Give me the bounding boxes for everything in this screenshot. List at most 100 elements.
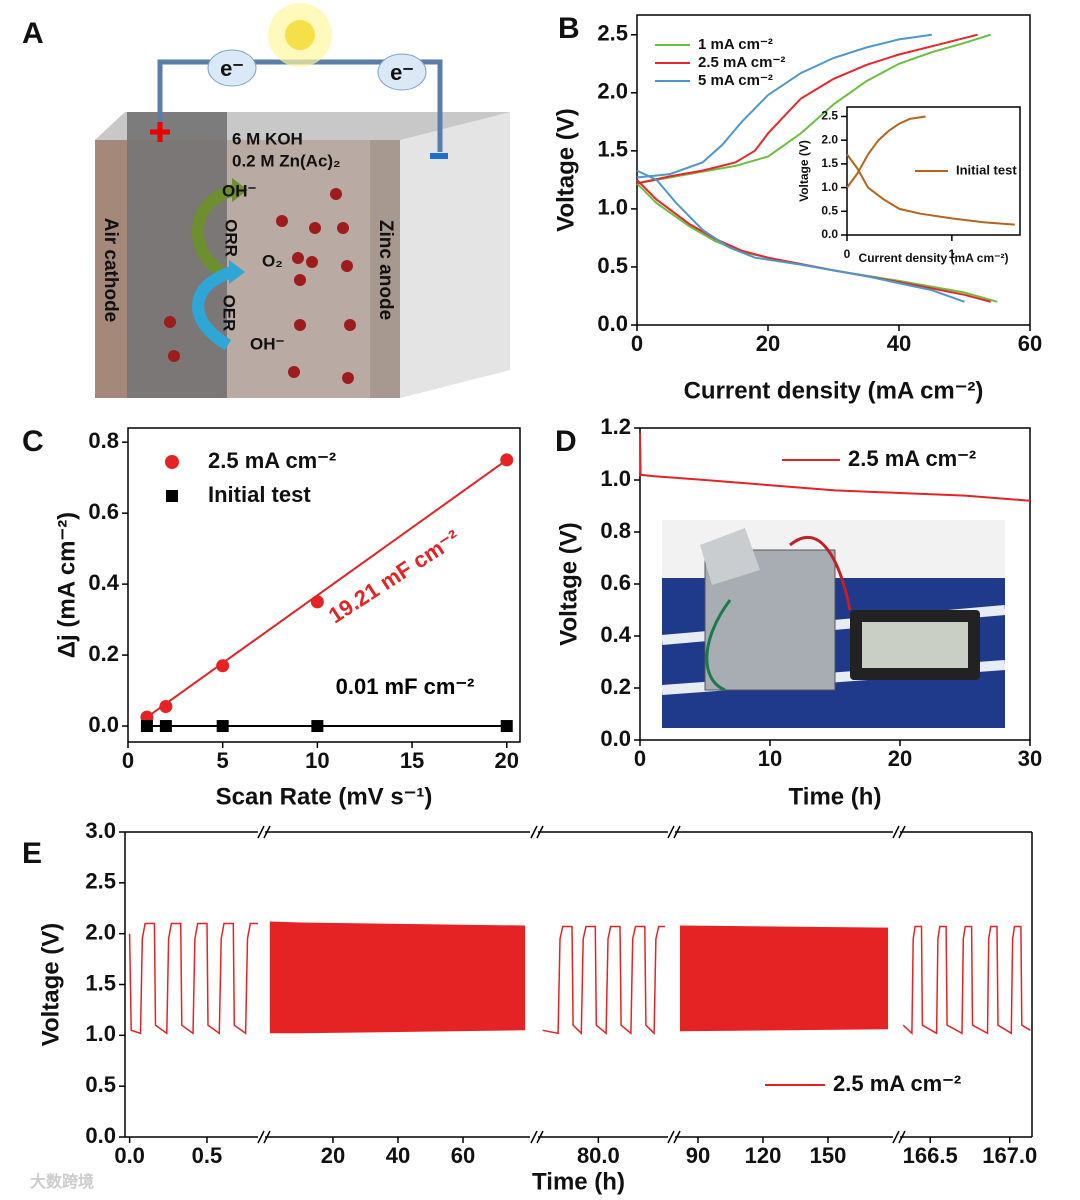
x-tick-label: 10 — [758, 746, 782, 771]
molecule — [342, 372, 354, 384]
legend-label: 2.5 mA cm⁻² — [848, 446, 976, 471]
point — [216, 720, 229, 733]
x-tick-label: 10 — [305, 748, 329, 773]
panel-label: A — [22, 17, 44, 50]
axis-break — [257, 825, 271, 839]
y-tick-label: 0.5 — [821, 203, 838, 217]
fit-line — [146, 459, 508, 718]
molecule — [294, 319, 306, 331]
molecules — [164, 188, 356, 384]
watermark: 大数跨境 — [30, 1172, 94, 1191]
y-tick-label: 0.4 — [88, 570, 119, 595]
x-tick-label: 40 — [887, 331, 911, 356]
axis-break — [257, 1130, 271, 1144]
x-tick-label: 0 — [122, 748, 134, 773]
data-line — [128, 922, 258, 1035]
y-tick-label: 2.0 — [821, 132, 838, 146]
green-clip-wire — [705, 599, 732, 692]
reaction-label: OER — [220, 295, 239, 332]
electrode-label: Air cathode — [100, 218, 121, 323]
y-tick-label: 0.4 — [600, 622, 631, 647]
x-tick-label: 80.0 — [577, 1143, 620, 1168]
molecule — [309, 222, 321, 234]
y-axis-label: Voltage (V) — [552, 108, 579, 232]
molecule — [288, 366, 300, 378]
y-tick-label: 0.0 — [821, 227, 838, 241]
x-axis-label: Current density (mA cm⁻²) — [684, 377, 984, 404]
x-tick-label: 5 — [217, 748, 229, 773]
x-tick-label: 166.5 — [903, 1143, 958, 1168]
electrolyte-label: 6 M KOH — [232, 129, 303, 148]
y-tick-label: 1.2 — [600, 414, 631, 439]
point — [310, 595, 324, 609]
panel-label: C — [22, 425, 44, 458]
y-tick-label: 0.6 — [88, 499, 119, 524]
red-clip-wire — [789, 536, 852, 611]
x-tick-label: 120 — [745, 1143, 782, 1168]
axis-break — [530, 1130, 544, 1144]
x-tick-label: 0 — [631, 331, 643, 356]
orr-arrow-head — [232, 178, 248, 202]
axis-break — [892, 825, 906, 839]
y-tick-label: 0.0 — [600, 726, 631, 751]
box-side — [400, 112, 510, 398]
legend-label: 2.5 mA cm⁻² — [698, 54, 785, 71]
point — [500, 720, 513, 733]
photo — [661, 520, 1006, 728]
y-tick-label: 2.5 — [821, 109, 838, 123]
y-tick-label: 1.5 — [85, 970, 116, 995]
y-tick-label: 0.0 — [88, 712, 119, 737]
legend-label: 1 mA cm⁻² — [698, 36, 773, 53]
axis-break — [667, 1130, 681, 1144]
y-tick-label: 0.0 — [85, 1123, 116, 1148]
legend-label: 5 mA cm⁻² — [698, 72, 773, 89]
x-tick-label: 20 — [888, 746, 912, 771]
battery-diagram: A e⁻ e⁻ 6 M KOH 0.2 M Zn(Ac)₂ OH⁻ O₂ OH⁻… — [22, 3, 510, 398]
x-tick-label: 60 — [451, 1143, 475, 1168]
y-tick-label: 0.2 — [88, 641, 119, 666]
species-label: O₂ — [262, 251, 283, 270]
legend-label: 2.5 mA cm⁻² — [833, 1071, 961, 1096]
thermometer-screen — [862, 622, 968, 668]
legend-marker — [166, 490, 178, 502]
legend-label: 2.5 mA cm⁻² — [208, 448, 336, 473]
y-tick-label: 0.2 — [600, 674, 631, 699]
x-tick-label: 60 — [1018, 331, 1042, 356]
y-tick-label: 1.0 — [85, 1021, 116, 1046]
panel-label: E — [22, 837, 42, 870]
y-tick-label: 1.0 — [821, 180, 838, 194]
y-tick-label: 0.0 — [597, 311, 628, 336]
y-axis-label: Voltage (V) — [37, 923, 64, 1047]
x-tick-label: 20 — [495, 748, 519, 773]
x-axis-label: Current density (mA cm⁻²) — [859, 251, 1009, 265]
species-label: OH⁻ — [250, 334, 285, 353]
point — [500, 453, 514, 467]
electron-ball — [207, 49, 257, 87]
x-tick-label: 20 — [756, 331, 780, 356]
x-axis-label: Scan Rate (mV s⁻¹) — [216, 783, 433, 810]
y-axis-label: Voltage (V) — [797, 140, 811, 202]
y-tick-label: 0.5 — [85, 1072, 116, 1097]
electron-ball — [377, 53, 427, 91]
molecule — [294, 274, 306, 286]
panel-label: D — [555, 425, 577, 458]
x-tick-label: 167.0 — [982, 1143, 1037, 1168]
point — [159, 700, 173, 714]
x-axis-label: Time (h) — [789, 783, 882, 810]
legend-label: Initial test — [956, 162, 1017, 177]
air-cathode — [95, 140, 127, 398]
bulb — [285, 20, 315, 50]
point — [311, 720, 324, 733]
y-axis-label: Voltage (V) — [555, 522, 582, 646]
annotation: 0.01 mF cm⁻² — [336, 674, 475, 699]
point — [216, 659, 230, 673]
oer-arrow — [192, 266, 235, 351]
data-line — [542, 925, 665, 1036]
molecule — [330, 188, 342, 200]
cycling-band — [269, 921, 526, 1034]
data-line — [636, 33, 991, 303]
legend-marker — [165, 455, 179, 469]
y-tick-label: 0.5 — [597, 253, 628, 278]
x-tick-label: 20 — [321, 1143, 345, 1168]
